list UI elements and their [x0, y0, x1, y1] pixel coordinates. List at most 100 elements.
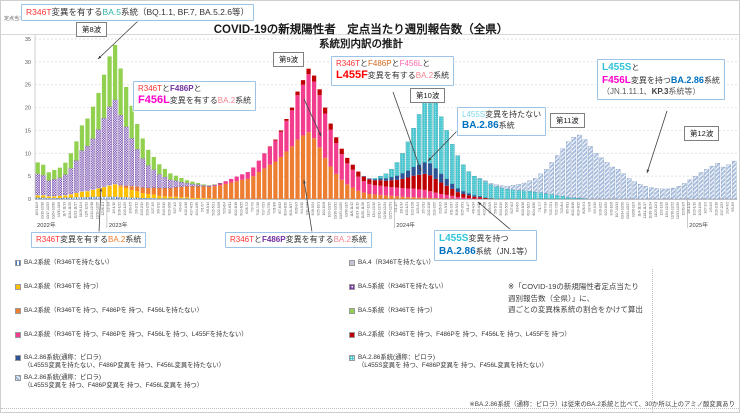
legend-swatch [15, 375, 21, 382]
svg-text:11/7-11/13: 11/7-11/13 [62, 202, 66, 217]
annotation-text-segment: BA.2 [415, 71, 434, 80]
legend-swatch [349, 260, 355, 266]
note-calculation: ※「COVID-19の新規陽性者定点当たり 週別報告数（全県）」に、 週ごとの変… [508, 282, 643, 315]
annotation-text-segment: R346T [36, 235, 61, 244]
svg-text:5/1-5/7: 5/1-5/7 [201, 202, 205, 212]
annotation-text-segment: 変異を有する [367, 71, 416, 80]
svg-text:1/23-1/29: 1/23-1/29 [123, 202, 127, 216]
annotation-text-segment: 系統（BQ.1.1, BF.7, BA.5.2.6等） [120, 7, 249, 17]
svg-text:1/1-1/7: 1/1-1/7 [394, 202, 398, 212]
annotation-text-segment: BA.2 [333, 235, 351, 244]
svg-text:10/10-10/16: 10/10-10/16 [40, 202, 44, 219]
svg-text:1/16-1/22: 1/16-1/22 [118, 202, 122, 216]
svg-text:1/30-2/5: 1/30-2/5 [129, 202, 133, 214]
wave-label-9: 第9波 [273, 52, 305, 67]
annotation-text-segment: 系統（JN.1等） [475, 246, 533, 256]
annotation-text-segment: L455S [439, 233, 469, 244]
svg-text:2/6-2/12: 2/6-2/12 [134, 202, 138, 214]
annotation-text-segment: 系統 [350, 235, 367, 244]
svg-text:2/20-2/26: 2/20-2/26 [145, 202, 149, 216]
svg-text:10/21-10/27: 10/21-10/27 [626, 202, 630, 219]
svg-text:9/18-9/24: 9/18-9/24 [311, 202, 315, 216]
svg-text:10/31-11/6: 10/31-11/6 [57, 202, 61, 217]
svg-text:9/2-9/8: 9/2-9/8 [588, 202, 592, 212]
annotation-text-segment: と [631, 63, 640, 72]
svg-text:30: 30 [25, 60, 31, 66]
legend-swatch [349, 355, 355, 362]
annotation-text-segment: 変異を有する [60, 235, 109, 244]
svg-text:9/30-10/6: 9/30-10/6 [610, 202, 614, 216]
svg-text:1/13-1/19: 1/13-1/19 [693, 202, 697, 216]
legend-item: BA.2系統（R346Tを 持つ、F486Pを 持つ、F456Lを 持つ、L45… [15, 331, 345, 339]
svg-text:12/5-12/11: 12/5-12/11 [85, 202, 89, 217]
legend-label: BA.4（R346Tを持たない） [358, 259, 435, 266]
legend-label: BA.2系統（R346Tを 持つ、F486Pを 持つ、F456Lを 持つ、L45… [24, 330, 248, 338]
svg-text:12/2-12/8: 12/2-12/8 [659, 202, 663, 216]
svg-text:8/21-8/27: 8/21-8/27 [289, 202, 293, 216]
legend-label: BA.2系統（R346Tを 持つ） [24, 282, 103, 290]
svg-text:12/16-12/22: 12/16-12/22 [670, 202, 674, 219]
svg-text:5/20-5/26: 5/20-5/26 [505, 202, 509, 216]
svg-text:2/27-3/5: 2/27-3/5 [151, 202, 155, 214]
svg-text:8/26-9/1: 8/26-9/1 [582, 202, 586, 214]
svg-text:12/12-12/18: 12/12-12/18 [90, 202, 94, 219]
annotation-text-segment: 系統 [498, 121, 515, 130]
svg-text:6/17-6/23: 6/17-6/23 [527, 202, 531, 216]
svg-text:9/23-9/29: 9/23-9/29 [604, 202, 608, 216]
svg-text:35: 35 [25, 37, 31, 43]
svg-text:7/10-7/16: 7/10-7/16 [256, 202, 260, 216]
annotation-text-segment: 変異を持つ [630, 75, 671, 85]
svg-text:12/25-12/31: 12/25-12/31 [389, 202, 393, 219]
annotation-text-segment: F486P [262, 235, 286, 244]
legend-item: BA.5系統（R346Tを持たない） [349, 283, 639, 291]
svg-text:5/29-6/4: 5/29-6/4 [223, 202, 227, 214]
svg-text:7/8-7/14: 7/8-7/14 [543, 202, 547, 214]
svg-text:5/15-5/21: 5/15-5/21 [212, 202, 216, 216]
svg-text:25: 25 [25, 83, 31, 89]
svg-text:2/13-2/19: 2/13-2/19 [140, 202, 144, 216]
legend-label: BA.2系統（R346Tを持たない） [24, 259, 114, 266]
annotation-text-segment: 系統 [433, 71, 450, 80]
svg-text:1/22-1/28: 1/22-1/28 [411, 202, 415, 216]
svg-text:1/8-1/14: 1/8-1/14 [400, 202, 404, 214]
annotation-text-segment: F486P [170, 84, 194, 93]
svg-text:2/26-3/3: 2/26-3/3 [438, 202, 442, 214]
svg-text:9/25-10/1: 9/25-10/1 [317, 202, 321, 216]
svg-text:9/9-9/15: 9/9-9/15 [593, 202, 597, 214]
svg-text:12/23-12/29: 12/23-12/29 [676, 202, 680, 219]
note-pirola: ※BA.2.86系統（通称：ピロラ）は従来のBA.2系統と比べて、30か所以上の… [469, 401, 735, 408]
legend-item: BA.2系統（R346Tを 持つ） [15, 283, 345, 291]
legend-label: BA.2.86系統(通称：ピロラ) （L455S変異を 持つ、F486P変異を 持… [24, 374, 204, 390]
svg-text:11/28-12/4: 11/28-12/4 [79, 202, 83, 217]
legend-swatch [349, 331, 355, 338]
svg-text:6/12-6/18: 6/12-6/18 [234, 202, 238, 216]
legend-item: BA.2系統（R346Tを 持つ、F486Pを 持つ、F456Lを持たない） [15, 307, 345, 315]
annotation-text-segment: 系統 [125, 235, 142, 244]
svg-text:12/9-12/15: 12/9-12/15 [665, 202, 669, 217]
svg-text:3/4-3/10: 3/4-3/10 [444, 202, 448, 214]
legend-column-right: BA.4（R346Tを持たない） BA.5系統（R346Tを持たない） BA.5系統… [349, 259, 639, 374]
svg-text:3/25-3/31: 3/25-3/31 [460, 202, 464, 216]
svg-text:5/27-6/2: 5/27-6/2 [510, 202, 514, 214]
svg-text:10/3-10/9: 10/3-10/9 [35, 202, 39, 216]
legend-item: BA.2系統（R346Tを持たない） [15, 259, 345, 267]
svg-text:4/29-5/5: 4/29-5/5 [488, 202, 492, 214]
annotation-text-segment: （JN.1.11.1、 [602, 87, 652, 96]
legend-swatch [15, 355, 21, 362]
annotation-text-segment: KP.3 [651, 87, 669, 96]
annotation-text-segment: 変異を有する [169, 96, 218, 105]
svg-text:1/27-2/2: 1/27-2/2 [704, 202, 708, 214]
legend-label: BA.2.86系統(通称：ピロラ) （L455S変異を 持つ、F486P変異を 持… [358, 354, 548, 370]
legend-label: BA.2系統（R346Tを 持つ、F486Pを 持つ、F456Lを持たない） [24, 306, 204, 314]
svg-text:12/30-1/5: 12/30-1/5 [682, 202, 686, 216]
annotation-text-segment: と [360, 59, 369, 68]
svg-text:7/17-7/23: 7/17-7/23 [261, 202, 265, 216]
annotation-text-segment: 変異を有する [285, 235, 334, 244]
annotation-f456l-ba2: R346TとF486Pと F456L変異を有するBA.2系統 [133, 81, 257, 111]
annotation-text-segment: BA.2.86 [439, 245, 476, 257]
svg-text:10/30-11/5: 10/30-11/5 [344, 202, 348, 217]
legend-swatch [15, 331, 21, 338]
svg-text:8/5-8/11: 8/5-8/11 [565, 202, 569, 214]
